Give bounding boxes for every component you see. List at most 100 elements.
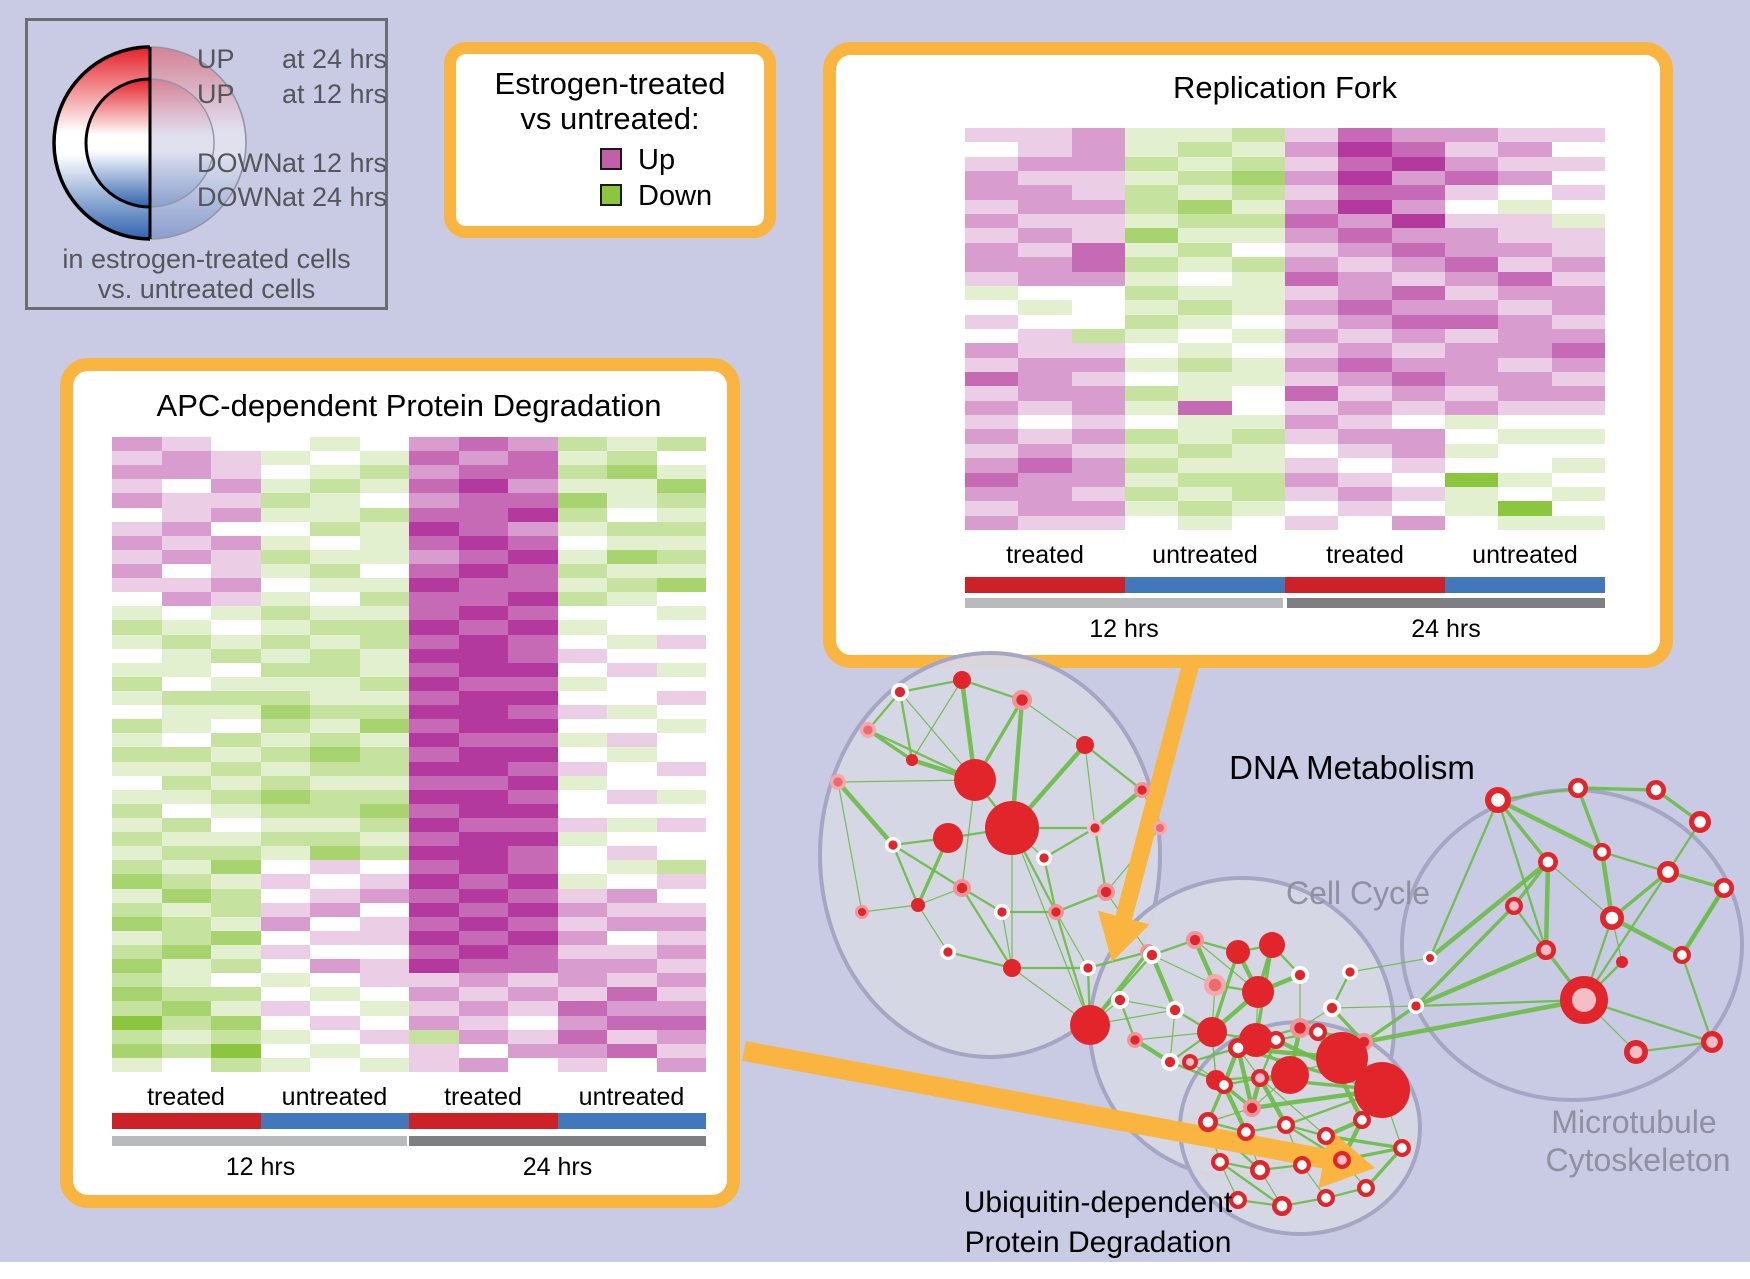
heatmap-cell — [1178, 400, 1232, 416]
heatmap-cell — [260, 789, 310, 804]
network-node — [1011, 689, 1032, 710]
heatmap-cell — [161, 959, 211, 974]
heatmap-cell — [211, 775, 261, 790]
heatmap-cell — [607, 747, 657, 762]
network-edge — [1119, 999, 1176, 1011]
heatmap-cell — [508, 507, 558, 522]
heatmap-cell — [965, 300, 1019, 315]
heatmap-cell — [458, 1029, 508, 1044]
heatmap-cell — [161, 719, 211, 734]
network-edge — [1010, 827, 1058, 913]
heatmap-cell — [458, 563, 508, 579]
apc-group-label: treated — [444, 1083, 522, 1111]
heatmap-cell — [458, 902, 508, 917]
heatmap-cell — [161, 1001, 211, 1016]
cluster-ellipse — [818, 651, 1162, 1059]
heatmap-cell — [1338, 142, 1392, 157]
heatmap-cell — [458, 803, 508, 818]
heatmap-cell — [1124, 343, 1179, 358]
heatmap-cell — [1444, 228, 1499, 243]
24hrs-bar — [1287, 598, 1605, 608]
heatmap-cell — [409, 437, 459, 452]
ring-legend-panel: UP at 24 hrs UP at 12 hrs DOWN at 12 hrs… — [25, 18, 388, 310]
heatmap-cell — [112, 521, 162, 536]
heatmap-cell — [1124, 314, 1179, 329]
heatmap-cell — [1551, 515, 1605, 530]
heatmap-cell — [1231, 285, 1285, 301]
apc-panel: APC-dependent Protein Degradation treate… — [60, 358, 740, 1208]
heatmap-cell — [1551, 214, 1605, 229]
network-node — [1097, 882, 1116, 901]
cluster-label-dna-metabolism: DNA Metabolism — [1229, 749, 1475, 786]
network-edge — [1223, 1076, 1261, 1087]
network-node — [1356, 1178, 1375, 1197]
heatmap-cell — [965, 314, 1019, 329]
heatmap-cell — [211, 437, 261, 452]
heatmap-cell — [1071, 443, 1125, 459]
heatmap-cell — [1338, 185, 1392, 200]
apc-title: APC-dependent Protein Degradation — [156, 388, 662, 423]
apc-group-label: untreated — [281, 1083, 388, 1111]
heatmap-cell — [260, 1015, 310, 1030]
network-edge — [1255, 1026, 1301, 1042]
heatmap-cell — [458, 719, 508, 734]
heatmap-cell — [1124, 156, 1179, 172]
heatmap-cell — [607, 775, 657, 790]
heatmap-cell — [1178, 128, 1232, 143]
heatmap-cell — [1498, 285, 1552, 301]
network-node — [1688, 810, 1711, 833]
heatmap-cell — [359, 817, 409, 833]
heatmap-cell — [211, 634, 261, 649]
network-edge — [1259, 1076, 1383, 1092]
heatmap-cell — [1178, 328, 1232, 344]
network-edge — [1174, 1009, 1213, 1033]
heatmap-cell — [1018, 458, 1072, 473]
heatmap-cell — [112, 987, 162, 1002]
heatmap-cell — [1551, 128, 1605, 143]
network-node — [1276, 1115, 1295, 1134]
heatmap-cell — [1018, 357, 1072, 373]
network-node — [1342, 963, 1359, 980]
heatmap-cell — [211, 874, 261, 889]
heatmap-cell — [112, 690, 162, 706]
heatmap-cell — [508, 620, 558, 635]
heatmap-cell — [260, 888, 310, 903]
heatmap-cell — [458, 535, 508, 550]
heatmap-cell — [458, 451, 508, 466]
heatmap-cell — [557, 451, 607, 466]
heatmap-cell — [1551, 271, 1605, 286]
heatmap-cell — [211, 987, 261, 1002]
heatmap-cell — [260, 930, 310, 945]
down-swatch — [600, 184, 622, 206]
network-edge — [959, 679, 978, 781]
heatmap-cell — [1124, 199, 1179, 215]
heatmap-cell — [310, 662, 360, 677]
heatmap-cell — [161, 549, 211, 564]
heatmap-cell — [1284, 343, 1339, 358]
network-edge — [1194, 938, 1239, 954]
heatmap-cell — [1124, 285, 1179, 301]
network-node — [1354, 1062, 1410, 1118]
heatmap-cell — [1178, 285, 1232, 301]
heatmap-cell — [1284, 300, 1339, 315]
network-edge — [892, 836, 949, 847]
heatmap-cell — [359, 507, 409, 522]
heatmap-cell — [1124, 328, 1179, 344]
heatmap-cell — [607, 930, 657, 945]
network-edge — [1271, 944, 1301, 976]
network-edge — [1021, 699, 1086, 746]
heatmap-cell — [310, 761, 360, 776]
heatmap-cell — [211, 817, 261, 833]
heatmap-cell — [211, 747, 261, 762]
untreated-bar — [260, 1113, 409, 1129]
network-node — [1355, 1033, 1374, 1052]
heatmap-cell — [1338, 257, 1392, 272]
heatmap-cell — [409, 521, 459, 536]
heatmap-cell — [260, 549, 310, 564]
cluster-label-cytoskeleton: Cytoskeleton — [1545, 1142, 1731, 1178]
heatmap-cell — [409, 747, 459, 762]
network-edge — [1105, 827, 1161, 893]
heatmap-cell — [211, 930, 261, 945]
network-edge — [1610, 916, 1684, 957]
heatmap-cell — [1551, 171, 1605, 186]
